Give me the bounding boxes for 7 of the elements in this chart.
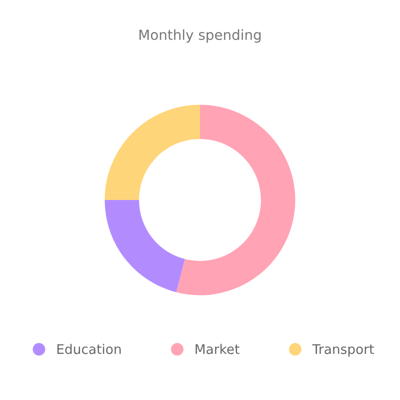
legend-label: Market — [196, 344, 240, 354]
legend-label: Education — [57, 344, 121, 354]
legend-label: Transport — [312, 344, 374, 357]
donut-slice — [176, 104, 296, 296]
chart-title: Monthly spending — [140, 29, 261, 43]
donut-slice — [104, 104, 200, 200]
donut-slice — [104, 200, 185, 292]
